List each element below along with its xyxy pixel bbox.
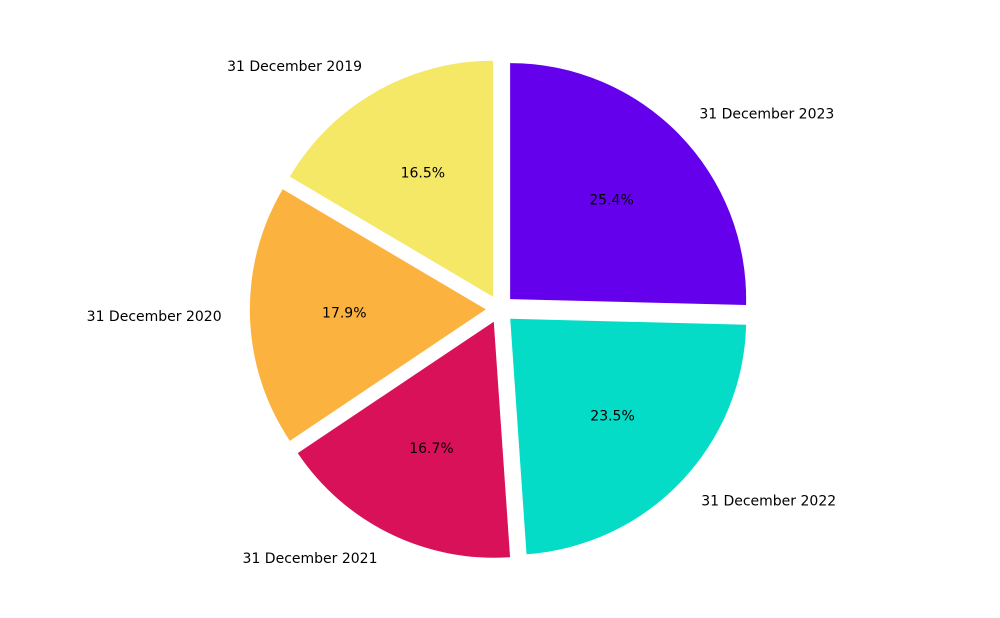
pie-slice-1 xyxy=(289,60,493,297)
pie-slice-5 xyxy=(510,63,747,306)
slice-percent-label-4: 23.5% xyxy=(590,409,634,425)
pie-labels: 31 December 2019 16.5% 31 December 2020 17.… xyxy=(87,59,836,567)
pie-slice-2 xyxy=(249,189,486,441)
pie-slices xyxy=(249,60,747,558)
slice-percent-label-1: 16.5% xyxy=(401,166,445,182)
slice-category-label-2: 31 December 2020 xyxy=(87,309,222,325)
slice-category-label-1: 31 December 2019 xyxy=(227,59,362,75)
slice-category-label-4: 31 December 2022 xyxy=(701,494,836,510)
slice-percent-label-2: 17.9% xyxy=(322,305,366,321)
pie-slice-3 xyxy=(297,321,511,558)
slice-percent-label-5: 25.4% xyxy=(589,192,633,208)
pie-slice-4 xyxy=(510,318,747,555)
slice-category-label-5: 31 December 2023 xyxy=(699,107,834,123)
slice-category-label-3: 31 December 2021 xyxy=(243,551,378,567)
slice-percent-label-3: 16.7% xyxy=(409,441,453,457)
